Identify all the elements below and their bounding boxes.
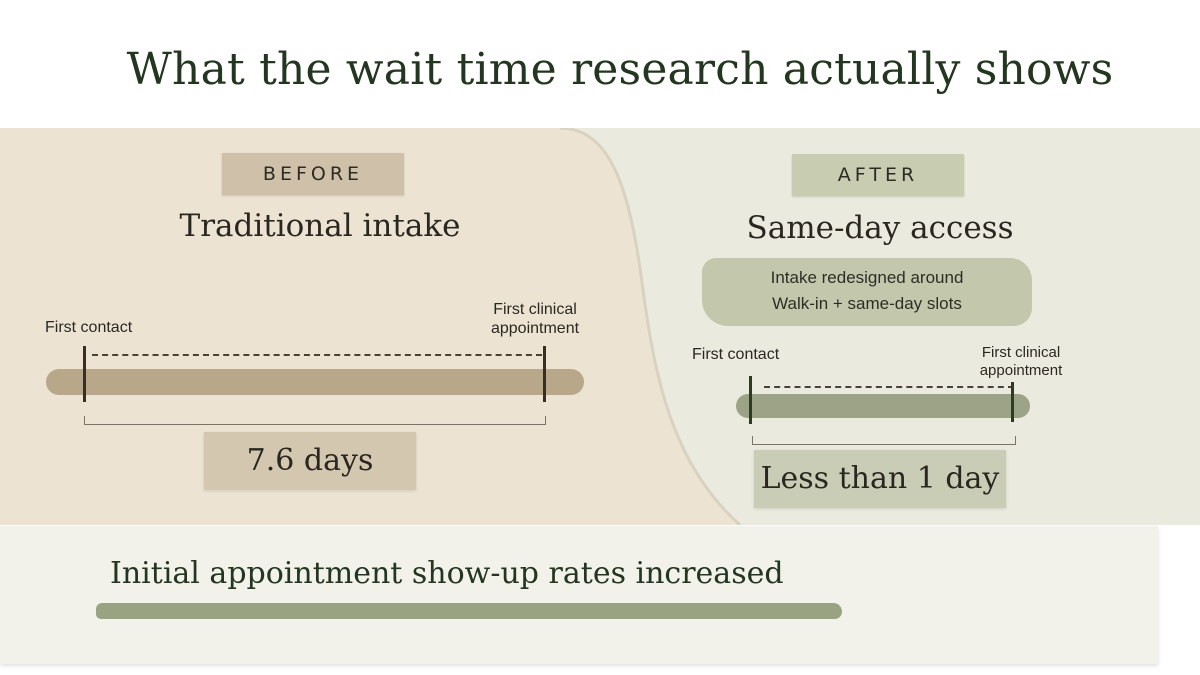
after-note-line2: Walk-in + same-day slots [772,294,962,313]
before-result: 7.6 days [204,432,416,490]
before-end-tick [543,346,546,402]
after-result: Less than 1 day [754,450,1006,508]
before-end-label: First clinical appointment [470,300,600,338]
after-note: Intake redesigned around Walk-in + same-… [702,258,1032,326]
after-start-label: First contact [692,346,780,363]
before-panel-background [0,128,742,525]
after-heading: Same-day access [746,210,1014,246]
after-tag: AFTER [792,154,964,196]
before-dashed-line [92,354,542,356]
footer-text: Initial appointment show-up rates increa… [110,556,784,591]
footer-underline-stroke [96,603,842,619]
after-end-label: First clinical appointment [964,344,1078,380]
after-timeline-bar [736,394,1030,418]
before-bracket [84,416,546,425]
footer-tape [0,526,1158,664]
before-end-label-line2: appointment [490,320,580,337]
after-dashed-line [764,386,1014,388]
before-timeline-bar [46,369,584,395]
after-end-label-line2: appointment [979,362,1063,379]
before-start-label: First contact [45,319,133,336]
comparison-panel [0,128,1200,525]
after-end-tick [1011,382,1014,422]
after-start-tick [749,376,752,424]
before-end-label-line1: First clinical [493,301,577,318]
after-bracket [752,436,1016,445]
before-tag: BEFORE [222,153,404,195]
page-title: What the wait time research actually sho… [126,44,1114,95]
before-start-tick [83,346,86,402]
after-note-line1: Intake redesigned around [770,268,964,287]
after-end-label-line1: First clinical [981,344,1061,361]
before-heading: Traditional intake [179,208,461,244]
